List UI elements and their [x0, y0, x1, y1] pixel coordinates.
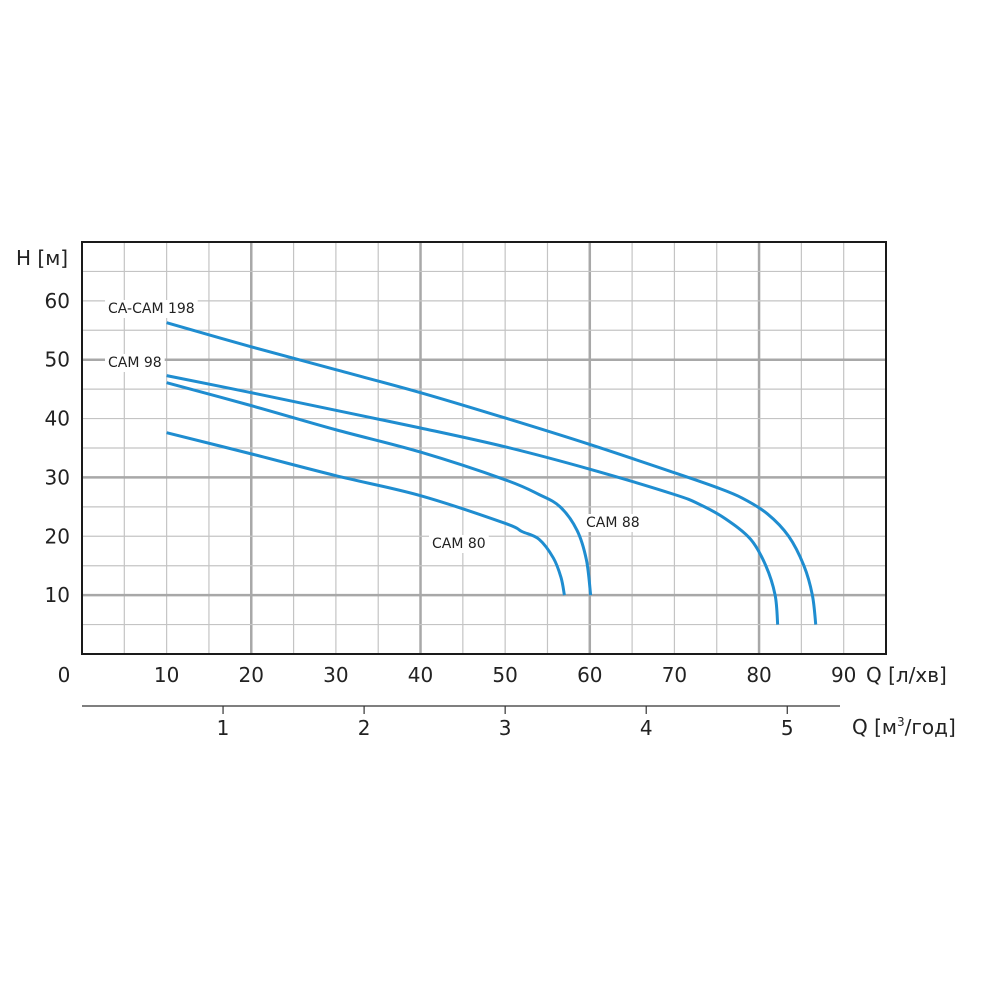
x-tick-label: 40	[408, 663, 433, 687]
x-tick-label: 80	[746, 663, 771, 687]
series-line	[166, 321, 818, 625]
y-tick-label: 30	[45, 465, 70, 489]
series-label: CAM 80	[432, 536, 486, 552]
y-axis-title: H [м]	[16, 246, 68, 270]
y-tick-label: 40	[45, 407, 70, 431]
x2-axis-title-prefix: Q [м	[852, 715, 897, 739]
x2-tick-label: 2	[358, 716, 371, 740]
series-label: CAM 88	[586, 515, 640, 531]
x2-axis-title: Q [м3/год]	[852, 715, 956, 739]
y-tick-label: 10	[45, 583, 70, 607]
series-label-background	[429, 535, 489, 553]
secondary-axis-ticks: 1 2 3 4 5	[217, 706, 794, 740]
x2-tick-label: 5	[781, 716, 794, 740]
series-label: CAM 98	[108, 355, 162, 371]
series-label-background	[105, 354, 165, 372]
x-tick-label: 70	[662, 663, 687, 687]
curves	[166, 321, 818, 625]
y-tick-label: 50	[45, 348, 70, 372]
series-line	[166, 431, 566, 596]
x2-tick-label: 1	[217, 716, 230, 740]
x-tick-label: 90	[831, 663, 856, 687]
x-tick-label: 50	[492, 663, 517, 687]
x-tick-label: 60	[577, 663, 602, 687]
x-tick-label: 10	[154, 663, 179, 687]
series-label: CA-CAM 198	[108, 301, 195, 317]
x-tick-label: 20	[239, 663, 264, 687]
x2-axis-title-sup: 3	[897, 715, 905, 729]
series-labels: CA-CAM 198 CAM 98 CAM 88 CAM 80	[105, 300, 643, 553]
series-label-background	[105, 300, 198, 318]
x2-tick-label: 3	[499, 716, 512, 740]
y-tick-label: 60	[45, 289, 70, 313]
tick-labels: 0 10 20 30 40 50 60 70 80 90 10 20 30 40 50 60	[45, 289, 857, 687]
series-line	[166, 381, 593, 596]
x2-axis-title-suffix: /год]	[905, 715, 956, 739]
series-line	[166, 374, 780, 625]
plot-frame	[81, 241, 887, 655]
y-tick-label: 20	[45, 524, 70, 548]
series-label-background	[583, 514, 643, 532]
x-axis-title: Q [л/хв]	[866, 663, 947, 687]
x-tick-label: 30	[323, 663, 348, 687]
x-tick-label: 0	[58, 663, 71, 687]
grid	[82, 242, 886, 654]
x2-tick-label: 4	[640, 716, 653, 740]
